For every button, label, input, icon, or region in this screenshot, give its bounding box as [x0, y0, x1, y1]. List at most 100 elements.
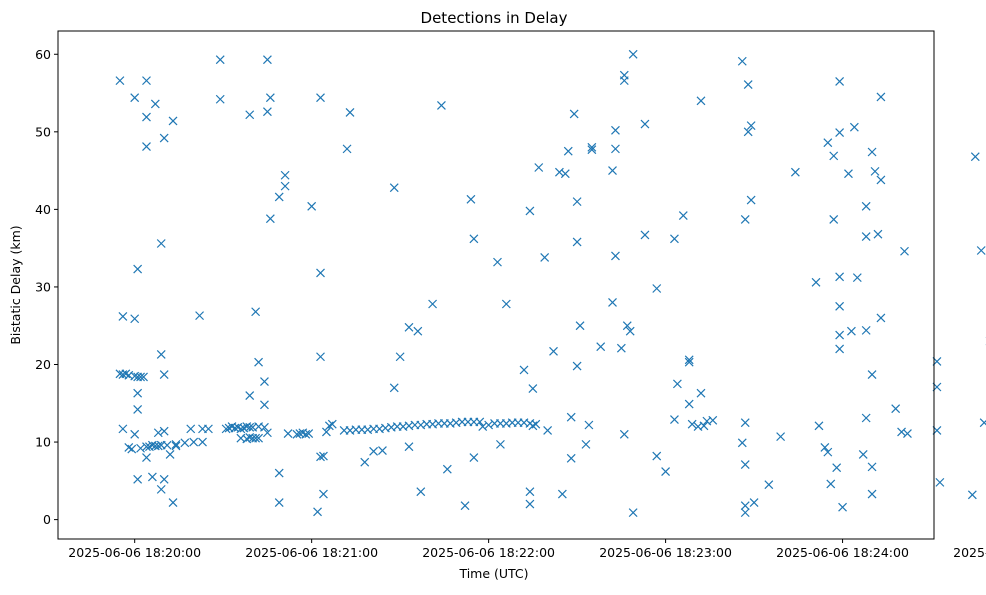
data-point	[575, 321, 585, 331]
data-point	[608, 166, 617, 176]
data-point	[118, 424, 128, 434]
data-point	[378, 446, 387, 456]
data-point	[136, 372, 146, 382]
data-point	[133, 405, 143, 414]
data-point	[563, 146, 573, 156]
data-point	[469, 453, 479, 462]
data-point	[501, 299, 511, 309]
data-point	[867, 147, 877, 157]
data-point	[292, 429, 302, 439]
data-point	[835, 330, 845, 340]
data-point	[581, 439, 591, 449]
data-point	[596, 342, 606, 352]
data-point	[245, 391, 255, 400]
data-point	[628, 49, 638, 59]
x-tick-label: 2025-06-06 18:23:00	[599, 545, 732, 560]
data-point	[159, 426, 169, 436]
data-point	[478, 422, 488, 431]
x-tick-label: 2025-06-06 18:22:00	[422, 545, 555, 560]
data-point	[389, 383, 399, 393]
data-point	[262, 55, 272, 65]
data-point	[903, 429, 912, 438]
data-point	[829, 151, 839, 161]
data-point	[625, 326, 635, 336]
data-point	[740, 418, 750, 428]
data-point	[876, 92, 886, 102]
data-point	[861, 325, 871, 335]
data-point	[852, 273, 862, 283]
data-point	[867, 489, 877, 499]
data-point	[584, 420, 594, 430]
data-point	[672, 379, 682, 389]
data-point	[737, 438, 747, 448]
data-point	[319, 451, 328, 461]
y-axis-title: Bistatic Delay (km)	[8, 225, 23, 344]
data-point	[316, 93, 325, 103]
data-point	[746, 121, 756, 131]
data-point	[566, 453, 576, 463]
data-point	[572, 237, 582, 247]
data-point	[891, 404, 901, 414]
data-point	[133, 474, 143, 484]
data-point	[608, 298, 617, 307]
data-point	[519, 365, 529, 375]
data-point	[168, 116, 178, 126]
data-point	[342, 144, 352, 154]
data-point	[165, 450, 175, 459]
data-point	[814, 421, 824, 431]
data-point	[743, 80, 753, 89]
data-point	[139, 372, 148, 382]
y-axis: 0 10 20 30 40 50 60	[35, 47, 58, 527]
data-point	[870, 166, 880, 176]
data-point	[283, 429, 293, 438]
data-point	[696, 96, 706, 106]
data-point	[670, 415, 679, 424]
data-point	[846, 326, 856, 336]
data-point	[528, 421, 538, 431]
data-point	[835, 344, 845, 354]
data-point	[198, 437, 207, 447]
data-point	[838, 502, 847, 512]
data-point	[404, 442, 414, 452]
y-tick-label: 40	[35, 202, 51, 217]
data-point	[203, 424, 213, 434]
data-point	[557, 489, 567, 499]
data-point	[743, 127, 753, 137]
data-point	[304, 429, 314, 438]
data-point	[640, 230, 650, 240]
data-point	[142, 442, 151, 452]
data-point	[389, 183, 399, 193]
data-point	[900, 246, 909, 256]
data-point	[740, 215, 750, 224]
data-point	[776, 432, 786, 442]
data-point	[245, 422, 255, 432]
data-point	[142, 453, 151, 462]
data-point	[162, 440, 172, 450]
data-point	[142, 76, 151, 86]
data-point	[790, 167, 800, 177]
data-point	[133, 388, 143, 398]
data-point	[572, 197, 582, 207]
data-point	[159, 133, 169, 143]
data-point	[708, 415, 718, 425]
data-point	[661, 467, 671, 476]
data-point	[321, 427, 331, 437]
data-point	[640, 119, 650, 129]
data-point	[616, 343, 626, 353]
data-point	[493, 257, 502, 267]
data-point	[254, 433, 263, 443]
x-tick-label: 2025-06-06 18:20:00	[68, 545, 201, 560]
data-point	[147, 472, 157, 482]
data-point	[186, 424, 196, 434]
data-point	[428, 299, 438, 309]
data-point	[301, 429, 311, 439]
data-point	[130, 93, 140, 103]
data-point	[835, 76, 845, 86]
data-point	[404, 322, 414, 332]
data-point	[159, 474, 169, 484]
data-point	[495, 439, 505, 449]
data-point	[540, 253, 550, 262]
data-point	[442, 464, 452, 474]
data-point	[897, 427, 906, 437]
